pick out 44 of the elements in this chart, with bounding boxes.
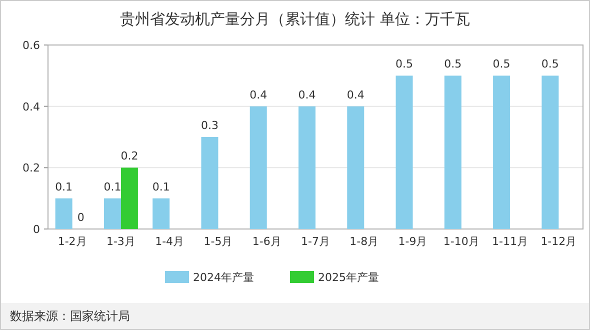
x-tick-label: 1-7月 (301, 235, 330, 248)
bar (120, 168, 138, 229)
x-tick-label: 1-5月 (204, 235, 233, 248)
data-label: 0.5 (541, 58, 559, 71)
legend-label: 2025年产量 (318, 271, 379, 284)
x-tick-label: 1-9月 (398, 235, 428, 248)
data-label: 0.5 (492, 58, 510, 71)
source-note: 数据来源：国家统计局 (10, 309, 130, 323)
bar (444, 76, 462, 229)
bar (396, 76, 413, 229)
data-label: 0.5 (444, 58, 462, 71)
data-label: 0.2 (120, 150, 138, 163)
bar (347, 106, 364, 229)
chart-title: 贵州省发动机产量分月（累计值）统计 单位：万千瓦 (120, 10, 470, 28)
bar (55, 198, 72, 229)
bar (201, 137, 218, 229)
bar (104, 198, 121, 229)
data-label: 0.3 (200, 119, 218, 132)
x-tick-label: 1-12月 (540, 235, 577, 248)
x-tick-label: 1-11月 (492, 235, 528, 248)
x-tick-label: 1-8月 (350, 235, 379, 248)
data-label: 0.4 (250, 88, 268, 102)
data-label: 0.4 (346, 88, 364, 102)
y-tick-label: 0.6 (22, 39, 40, 52)
x-tick-label: 1-4月 (155, 235, 184, 248)
bar (152, 198, 170, 229)
bar (298, 106, 316, 229)
data-label: 0.1 (152, 180, 170, 194)
bar (542, 76, 559, 229)
data-label: 0.1 (104, 180, 122, 194)
legend-label: 2024年产量 (193, 271, 254, 284)
x-tick-label: 1-2月 (58, 235, 87, 248)
bar (493, 76, 510, 229)
x-tick-label: 1-6月 (252, 235, 282, 248)
data-label: 0 (77, 211, 84, 224)
y-tick-label: 0 (33, 223, 40, 236)
y-tick-label: 0.4 (22, 100, 40, 114)
x-tick-label: 1-10月 (443, 235, 480, 248)
x-tick-label: 1-3月 (106, 235, 136, 248)
bar (250, 106, 267, 229)
data-label: 0.1 (55, 180, 73, 194)
data-label: 0.4 (298, 88, 316, 102)
data-label: 0.5 (396, 58, 414, 71)
y-tick-label: 0.2 (22, 162, 40, 175)
